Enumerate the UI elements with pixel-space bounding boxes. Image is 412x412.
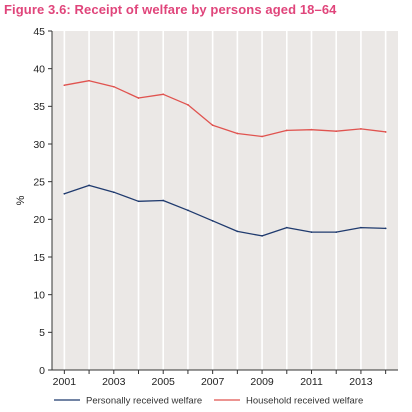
data-point xyxy=(162,199,165,202)
x-tick-label: 2007 xyxy=(201,376,225,388)
data-point xyxy=(310,128,313,131)
legend-label-0: Personally received welfare xyxy=(86,396,202,407)
figure-title: Figure 3.6: Receipt of welfare by person… xyxy=(4,2,337,17)
x-tick-label: 2005 xyxy=(152,376,176,388)
data-point xyxy=(335,231,338,234)
series-lines xyxy=(63,79,387,237)
y-tick-label: 20 xyxy=(33,214,45,226)
data-point xyxy=(137,97,140,99)
data-point xyxy=(187,209,189,212)
data-point xyxy=(384,131,387,133)
y-tick-label: 5 xyxy=(39,327,45,339)
data-point xyxy=(211,219,214,222)
y-tick-label: 40 xyxy=(33,63,45,75)
data-point xyxy=(261,135,263,138)
y-axis-ticks: 0 5 10 15 20 25 30 35 40 45 xyxy=(33,26,52,377)
y-tick-label: 30 xyxy=(33,139,45,151)
data-point xyxy=(63,84,66,87)
data-point xyxy=(360,128,362,130)
data-point xyxy=(88,79,90,82)
plot-background xyxy=(52,31,398,370)
data-point xyxy=(162,93,165,96)
legend-label-1: Household received welfare xyxy=(246,396,363,407)
x-tick-label: 2003 xyxy=(102,376,126,388)
data-point xyxy=(384,227,387,230)
data-point xyxy=(137,200,140,203)
data-point xyxy=(187,103,189,106)
data-point xyxy=(112,85,115,88)
data-point xyxy=(236,132,239,135)
data-point xyxy=(285,226,288,229)
data-point xyxy=(335,130,338,133)
data-point xyxy=(211,124,214,127)
y-tick-label: 0 xyxy=(39,365,45,377)
x-tick-label: 2011 xyxy=(300,376,323,388)
y-tick-label: 45 xyxy=(33,26,45,38)
x-tick-label: 2013 xyxy=(349,376,373,388)
axes xyxy=(51,31,398,371)
y-tick-label: 10 xyxy=(33,289,45,301)
series-line-1 xyxy=(64,80,386,138)
y-tick-label: 25 xyxy=(33,176,45,188)
x-tick-label: 2009 xyxy=(250,376,274,388)
data-point xyxy=(360,226,362,229)
legend: Personally received welfare Household rec… xyxy=(54,396,363,407)
y-axis-label: % xyxy=(15,195,27,205)
data-point xyxy=(88,184,90,187)
x-axis-ticks: 2001 2003 2005 2007 2009 2011 2013 xyxy=(53,370,387,388)
data-point xyxy=(310,231,313,234)
data-point xyxy=(285,129,288,132)
y-tick-label: 15 xyxy=(33,252,45,264)
series-line-0 xyxy=(64,184,386,237)
data-point xyxy=(63,192,66,195)
y-tick-label: 35 xyxy=(33,101,45,113)
data-point xyxy=(261,235,263,237)
x-tick-label: 2001 xyxy=(53,376,77,388)
data-point xyxy=(112,191,115,194)
data-point xyxy=(236,230,239,233)
